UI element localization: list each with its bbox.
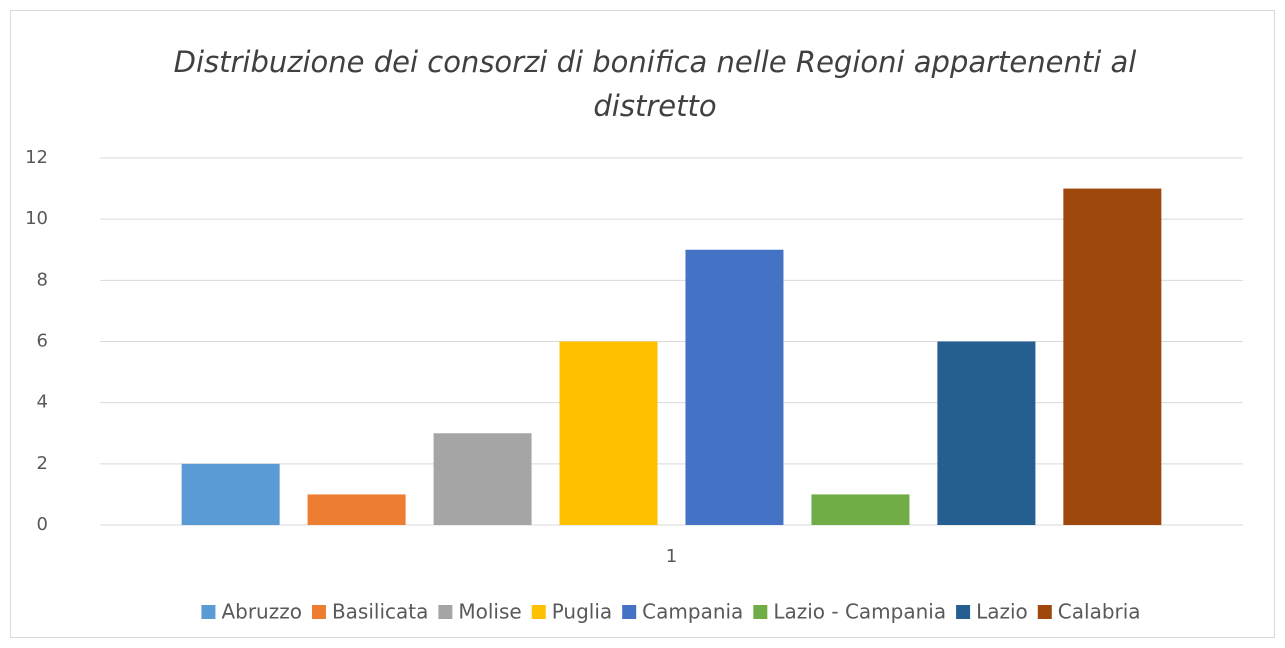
y-tick-label: 8 (37, 269, 48, 290)
legend-label: Calabria (1058, 600, 1141, 624)
chart-title: Distribuzione dei consorzi di bonifica n… (173, 45, 1137, 123)
legend-label: Basilicata (332, 600, 428, 624)
y-tick-label: 10 (25, 208, 48, 229)
x-tick-label: 1 (666, 546, 677, 567)
y-tick-label: 0 (37, 514, 48, 535)
legend-label: Molise (458, 600, 521, 624)
bar (1063, 188, 1162, 526)
legend-swatch (311, 605, 326, 619)
legend-swatch (201, 605, 216, 619)
legend-swatch (753, 605, 768, 619)
y-tick-label: 12 (25, 147, 48, 168)
legend-swatch (622, 605, 637, 619)
bar (181, 463, 280, 525)
legend-label: Campania (642, 600, 743, 624)
legend-swatch (531, 605, 546, 619)
y-tick-label: 6 (37, 331, 48, 352)
y-tick-label: 2 (37, 453, 48, 474)
legend-label: Lazio (976, 600, 1028, 624)
legend-label: Abruzzo (221, 600, 302, 624)
legend-swatch (956, 605, 971, 619)
legend-swatch (438, 605, 453, 619)
bar (685, 249, 784, 525)
bar (937, 341, 1036, 525)
bar (559, 341, 658, 525)
legend-swatch (1037, 605, 1052, 619)
bar (811, 494, 910, 525)
y-tick-label: 4 (37, 392, 48, 413)
legend-label: Lazio - Campania (773, 600, 946, 624)
legend-label: Puglia (552, 600, 612, 624)
bar (307, 494, 406, 525)
bar (433, 433, 532, 525)
